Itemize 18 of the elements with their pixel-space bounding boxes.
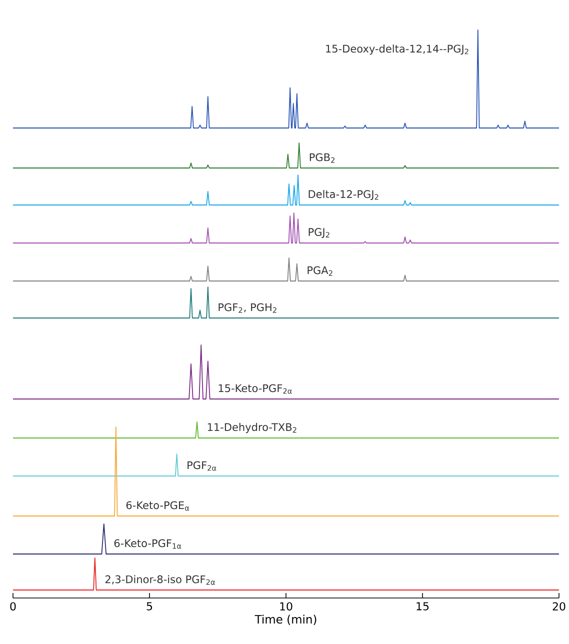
- series-label: 11-Dehydro-TXB$_{2}$: [208, 422, 296, 434]
- series-label: 6-Keto-PGE$_{α}$: [126, 501, 190, 511]
- series-label: 2,3-Dinor-8-iso PGF$_{2α}$: [105, 575, 215, 585]
- x-tick-label: 20: [552, 602, 566, 611]
- series-label: PGF$_{2}$, PGH$_{2}$: [218, 303, 276, 313]
- series-label: PGA$_{2}$: [308, 266, 332, 276]
- series-label: 15-Keto-PGF$_{2α}$: [218, 384, 292, 394]
- x-tick-label: 0: [10, 602, 16, 611]
- series-label: 6-Keto-PGF$_{1α}$: [114, 539, 182, 549]
- series-label: PGB$_{2}$: [310, 153, 334, 163]
- x-axis-title: Time (min): [254, 614, 316, 625]
- series-label: Delta-12-PGJ$_{2}$: [308, 190, 378, 200]
- x-tick-label: 15: [416, 602, 429, 610]
- series-label: PGJ$_{2}$: [308, 228, 330, 238]
- x-tick-label: 5: [146, 602, 152, 610]
- series-label: 15-Deoxy-delta-12,14--PGJ$_{2}$: [326, 44, 468, 55]
- x-tick-label: 10: [280, 602, 292, 611]
- series-label: PGF$_{2α}$: [188, 461, 216, 471]
